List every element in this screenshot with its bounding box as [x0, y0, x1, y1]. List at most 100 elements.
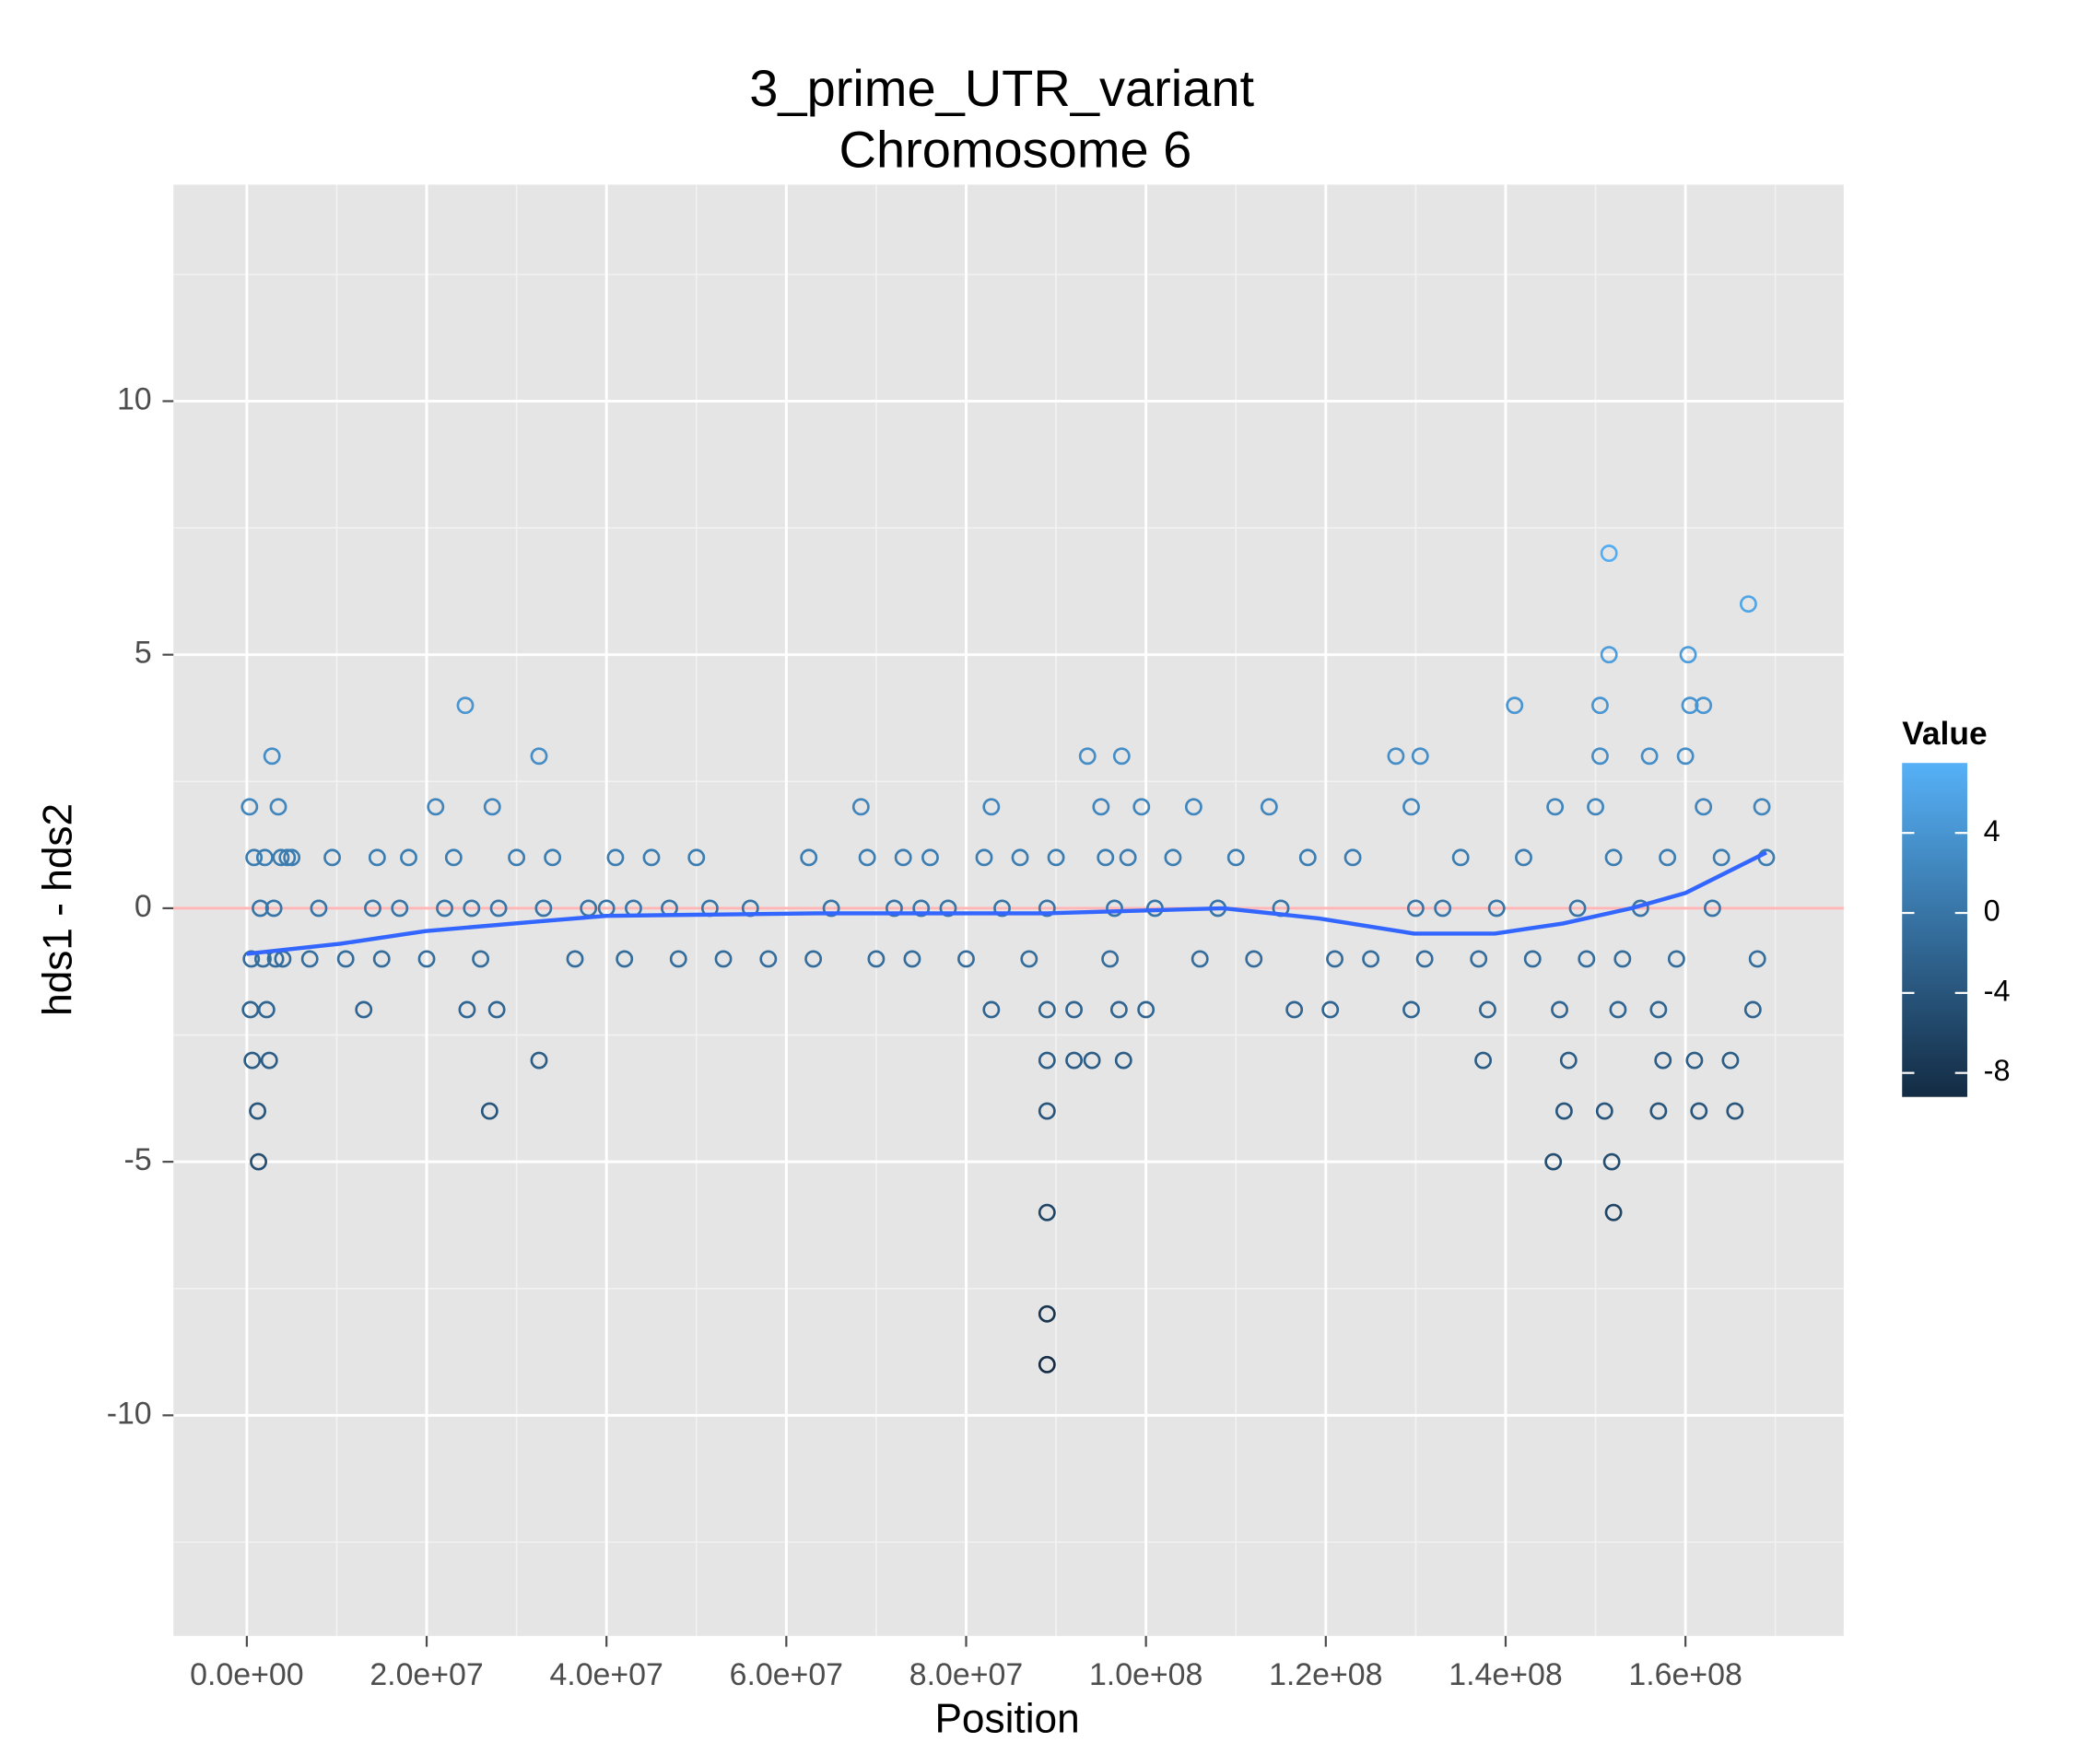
point [1260, 798, 1278, 816]
point [759, 950, 778, 968]
y-tick-label: -10 [107, 1396, 152, 1431]
point [1676, 747, 1695, 766]
legend-label: -8 [1984, 1054, 2011, 1087]
point [1649, 1000, 1668, 1019]
point [252, 899, 269, 918]
point [982, 1000, 1001, 1019]
point [1479, 1000, 1496, 1019]
point [1078, 747, 1097, 766]
point [1191, 950, 1209, 968]
point [1659, 848, 1677, 867]
point [368, 848, 386, 867]
point [530, 747, 548, 766]
point [912, 899, 931, 918]
point [1343, 848, 1362, 867]
point [245, 848, 264, 867]
point [982, 798, 1001, 816]
point [1434, 899, 1452, 918]
point [1226, 848, 1245, 867]
point [1047, 848, 1065, 867]
point [487, 1000, 506, 1019]
point [993, 899, 1011, 918]
point [417, 950, 436, 968]
point [1038, 1051, 1056, 1070]
point [822, 899, 840, 918]
point [1721, 1051, 1740, 1070]
point [1667, 950, 1685, 968]
x-tick-label: 8.0e+07 [909, 1657, 1023, 1692]
point [1020, 950, 1038, 968]
x-axis-title: Position [934, 1696, 1079, 1741]
smooth-line [246, 850, 1767, 956]
point [1106, 899, 1123, 918]
point [1595, 1102, 1613, 1120]
point [903, 950, 921, 968]
point [1690, 1102, 1708, 1120]
legend-label: 4 [1984, 814, 2000, 848]
point [1184, 798, 1203, 816]
point [1387, 747, 1405, 766]
point [1587, 798, 1604, 816]
point [263, 747, 281, 766]
legend-label: -4 [1984, 974, 2011, 1007]
point [858, 848, 876, 867]
point [1038, 899, 1056, 918]
point [483, 798, 501, 816]
point [1743, 1000, 1762, 1019]
point [867, 950, 886, 968]
point [1402, 1000, 1420, 1019]
x-tick-label: 4.0e+07 [549, 1657, 663, 1692]
point [1011, 848, 1029, 867]
point [1038, 1304, 1056, 1323]
point [1101, 950, 1120, 968]
legend-label: 0 [1984, 895, 2000, 928]
point [1097, 848, 1115, 867]
point [1362, 950, 1380, 968]
point [975, 848, 993, 867]
point [1590, 696, 1609, 715]
point [458, 1000, 476, 1019]
point [444, 848, 463, 867]
point [1604, 1203, 1623, 1222]
point [257, 1000, 276, 1019]
point [1640, 747, 1659, 766]
colorbar [1902, 763, 1967, 1097]
point [1604, 848, 1623, 867]
point [1092, 798, 1110, 816]
point [1411, 747, 1429, 766]
point [1245, 950, 1263, 968]
point [1114, 1051, 1132, 1070]
point [616, 950, 634, 968]
x-tick-label: 2.0e+07 [370, 1657, 483, 1692]
point [1298, 848, 1317, 867]
point [264, 899, 283, 918]
x-tick-label: 1.0e+08 [1089, 1657, 1203, 1692]
point [427, 798, 445, 816]
point [1695, 798, 1713, 816]
point [957, 950, 975, 968]
point [1523, 950, 1542, 968]
point [1600, 544, 1618, 563]
point [534, 899, 553, 918]
point [480, 1102, 499, 1120]
point [336, 950, 355, 968]
point [472, 950, 489, 968]
point [241, 798, 259, 816]
point [544, 848, 562, 867]
point [1654, 1051, 1672, 1070]
point [687, 848, 706, 867]
point [669, 950, 687, 968]
point [1326, 950, 1344, 968]
point [255, 848, 274, 867]
point [241, 1000, 260, 1019]
point [1559, 1051, 1578, 1070]
point [243, 1051, 262, 1070]
point [1568, 899, 1587, 918]
point [1470, 950, 1488, 968]
point [1712, 848, 1730, 867]
x-tick-label: 6.0e+07 [730, 1657, 843, 1692]
point [606, 848, 625, 867]
point [1726, 1102, 1744, 1120]
point [1285, 1000, 1304, 1019]
